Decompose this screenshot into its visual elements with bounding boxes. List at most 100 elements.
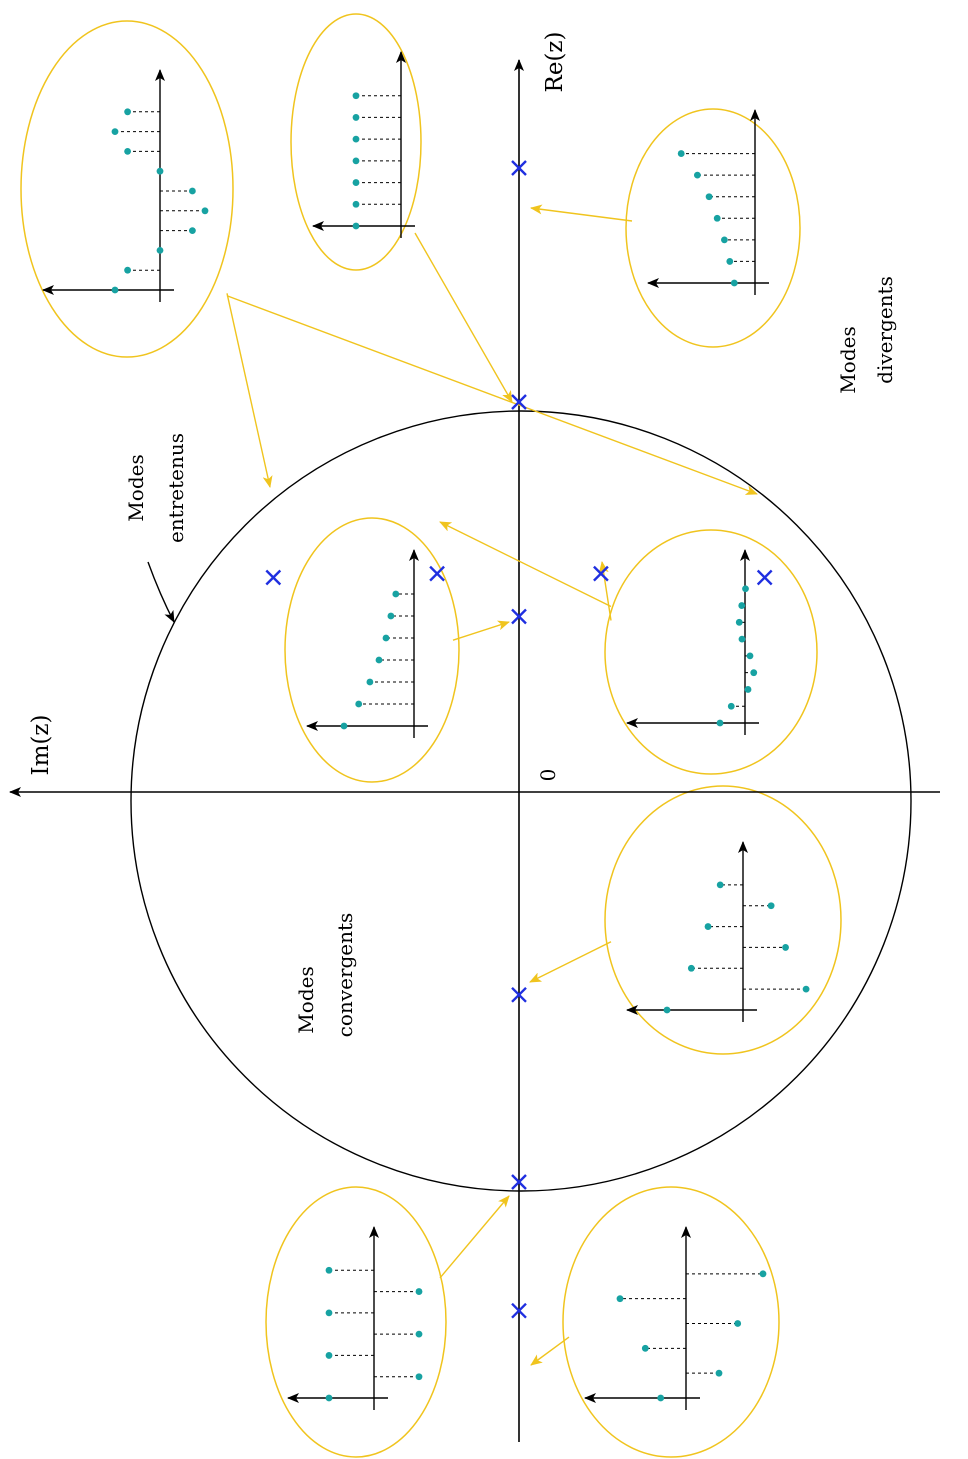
sample-dot — [734, 1320, 742, 1327]
response-sustained-oscillation — [20, 20, 234, 358]
response-bubble-outline — [625, 108, 801, 348]
sample-dot — [382, 634, 390, 642]
sample-dot — [742, 585, 749, 593]
pole-connector-arrow — [226, 295, 758, 495]
poles — [265, 160, 773, 1319]
sample-dot — [641, 1344, 649, 1352]
response-alternating-decay — [604, 785, 842, 1055]
sample-dot — [325, 1394, 333, 1402]
pole-connector-arrow — [530, 204, 633, 222]
sample-dot — [352, 179, 360, 186]
sample-dot — [111, 286, 119, 294]
sample-dot — [201, 207, 209, 215]
pole-connector-arrow — [439, 1195, 510, 1279]
sample-dot — [716, 881, 724, 889]
response-constant — [290, 13, 422, 271]
response-bubble-outline — [604, 785, 842, 1055]
sustained-label-1: Modes — [124, 454, 148, 521]
pole-connector-arrow — [452, 620, 510, 641]
sample-dot — [735, 618, 743, 626]
sample-dot — [759, 1270, 767, 1278]
pole-connectors — [226, 204, 758, 1366]
response-damped-oscillation — [604, 529, 818, 775]
sample-dot — [325, 1266, 333, 1274]
sample-dot — [744, 686, 752, 693]
sample-dot — [366, 678, 374, 686]
sample-dot — [730, 279, 738, 287]
sample-dot — [375, 656, 383, 664]
response-bubble-outline — [562, 1186, 780, 1458]
pole-re-eq-minus-1 — [511, 1174, 527, 1190]
pole-x-stroke — [511, 1174, 527, 1190]
sample-dot — [111, 128, 119, 136]
sample-dot — [726, 258, 734, 265]
pole-inside-negative — [511, 986, 527, 1003]
sample-dot — [352, 135, 360, 143]
sample-dot — [352, 114, 360, 121]
pole-connector-arrow — [530, 1336, 570, 1366]
sample-dot — [189, 187, 196, 195]
response-bubble-outline — [20, 20, 234, 358]
sample-dot — [352, 92, 360, 100]
sample-dot — [392, 590, 400, 598]
sample-dot — [415, 1288, 423, 1295]
pole-x-stroke — [511, 160, 527, 176]
sample-dot — [352, 157, 360, 165]
sample-dot — [124, 148, 131, 155]
pole-inside-upper — [429, 565, 445, 582]
pole-x-stroke — [511, 1302, 527, 1319]
pole-inside-lower — [593, 565, 609, 582]
sample-dot — [727, 702, 735, 710]
pole-x-stroke — [265, 569, 282, 586]
sample-dot — [657, 1394, 665, 1402]
converging-label-1: Modes — [294, 966, 318, 1033]
sample-dot — [802, 985, 810, 993]
sample-dot — [189, 227, 196, 235]
response-bubble-outline — [265, 1186, 447, 1458]
sample-dot — [767, 902, 775, 910]
pole-x-stroke — [511, 394, 527, 410]
sample-dot — [156, 247, 164, 254]
sample-dot — [738, 602, 746, 609]
sample-dot — [713, 214, 721, 222]
response-bubbles — [20, 13, 842, 1458]
sample-dot — [716, 719, 724, 727]
sample-dot — [750, 669, 758, 677]
re-axis-label: Re(z) — [542, 32, 568, 93]
sample-dot — [663, 1006, 671, 1014]
response-alternating-divergent — [562, 1186, 780, 1458]
diverging-label-2: divergents — [873, 276, 897, 384]
sample-dot — [782, 944, 789, 951]
pole-x-stroke — [511, 608, 527, 625]
pole-x-stroke — [593, 565, 609, 582]
sample-dot — [616, 1295, 624, 1303]
sample-dot — [352, 200, 360, 208]
sample-dot — [746, 652, 754, 660]
sample-dot — [721, 236, 728, 244]
sample-dot — [415, 1330, 423, 1338]
pole-inside-positive — [511, 608, 527, 625]
response-decaying — [284, 517, 460, 783]
sample-dot — [340, 722, 348, 730]
sustained-label-2: entretenus — [164, 433, 188, 543]
pole-re-gt-1 — [511, 160, 527, 176]
sample-dot — [415, 1373, 423, 1381]
pole-x-stroke — [511, 986, 527, 1003]
pole-unit-circle-upper — [265, 569, 282, 586]
pole-connector-arrow — [439, 521, 612, 608]
sample-dot — [705, 193, 713, 201]
response-bubble-outline — [604, 529, 818, 775]
pole-connector-arrow — [529, 941, 612, 983]
sample-dot — [325, 1352, 333, 1359]
sample-dot — [156, 167, 164, 175]
pole-connector-arrow — [226, 293, 273, 488]
pole-re-lt-minus-1 — [511, 1302, 527, 1319]
response-divergent — [625, 108, 801, 348]
pole-re-eq-1 — [511, 394, 527, 410]
response-bubble-outline — [284, 517, 460, 783]
pole-unit-circle-lower — [756, 569, 773, 586]
unit-circle — [130, 410, 912, 1192]
sample-dot — [124, 266, 131, 274]
sample-dot — [387, 612, 395, 620]
